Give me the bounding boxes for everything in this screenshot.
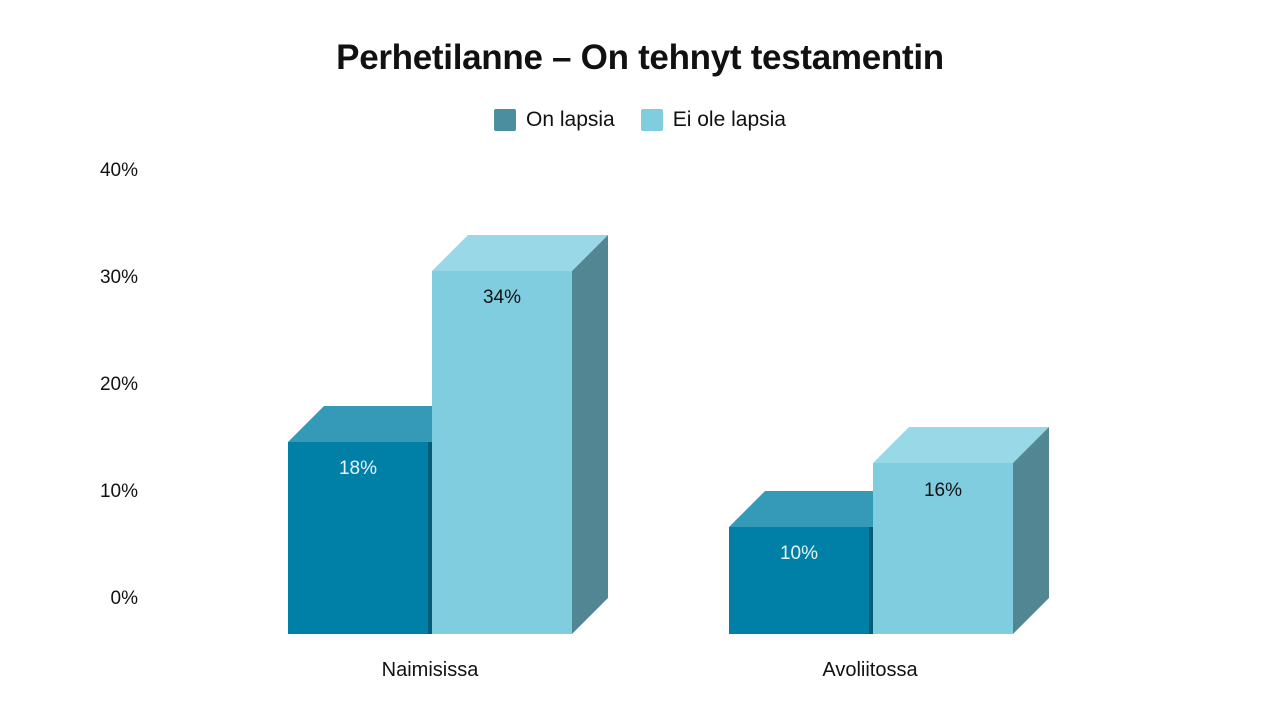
bar-naimisissa-on-lapsia[interactable]: [288, 406, 468, 634]
legend-label-on-lapsia: On lapsia: [526, 108, 615, 131]
y-tick-40: 40%: [99, 160, 138, 181]
bar-avoliitossa-ei-ole-lapsia[interactable]: [873, 427, 1049, 634]
bar-avoliitossa-on-lapsia[interactable]: [729, 491, 909, 634]
value-label-avoliitossa-ei-ole-lapsia: 16%: [923, 480, 963, 501]
value-label-naimisissa-ei-ole-lapsia: 34%: [482, 287, 522, 308]
value-label-naimisissa-on-lapsia: 18%: [338, 458, 378, 479]
value-label-avoliitossa-on-lapsia: 10%: [779, 543, 819, 564]
y-tick-0: 0%: [110, 588, 138, 609]
x-label-avoliitossa: Avoliitossa: [822, 659, 918, 681]
legend-label-ei-ole-lapsia: Ei ole lapsia: [672, 108, 786, 131]
legend: On lapsia Ei ole lapsia: [0, 108, 1280, 132]
x-label-naimisissa: Naimisissa: [381, 659, 479, 681]
legend-item-on-lapsia[interactable]: On lapsia: [494, 108, 615, 132]
y-tick-10: 10%: [99, 481, 138, 502]
legend-swatch-on-lapsia: [494, 109, 517, 131]
legend-swatch-ei-ole-lapsia: [640, 109, 663, 131]
chart-title: Perhetilanne – On tehnyt testamentin: [336, 38, 944, 77]
y-tick-30: 30%: [99, 267, 138, 288]
legend-item-ei-ole-lapsia[interactable]: Ei ole lapsia: [640, 108, 786, 132]
y-tick-20: 20%: [99, 374, 138, 395]
bar-naimisissa-ei-ole-lapsia[interactable]: [432, 235, 608, 634]
